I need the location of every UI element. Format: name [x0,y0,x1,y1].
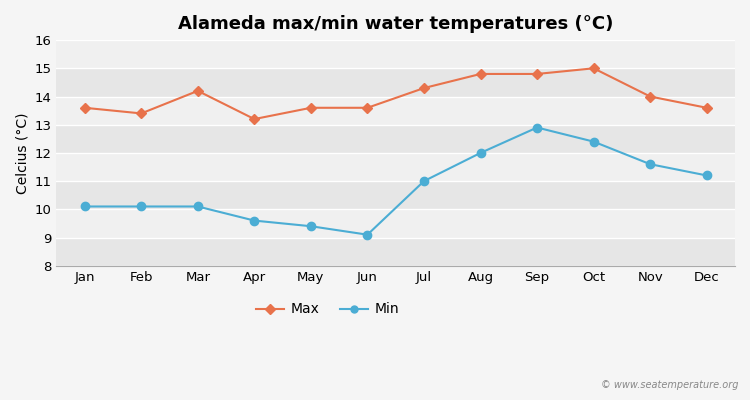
Title: Alameda max/min water temperatures (°C): Alameda max/min water temperatures (°C) [178,15,614,33]
Legend: Max, Min: Max, Min [251,297,405,322]
Bar [56,238,735,266]
Bar [56,209,735,238]
Y-axis label: Celcius (°C): Celcius (°C) [15,112,29,194]
Bar [56,40,735,68]
Bar [56,68,735,96]
Bar [56,125,735,153]
Bar [56,181,735,209]
Bar [56,153,735,181]
Bar [56,96,735,125]
Text: © www.seatemperature.org: © www.seatemperature.org [602,380,739,390]
